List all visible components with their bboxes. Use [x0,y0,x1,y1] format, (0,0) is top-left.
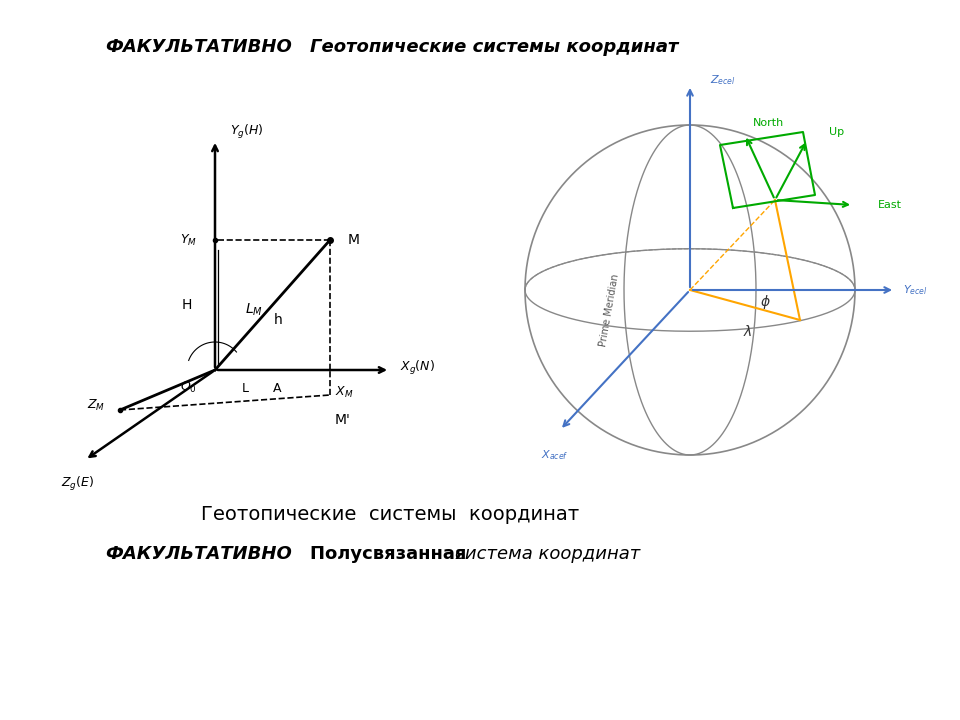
Text: Полусвязанная: Полусвязанная [310,545,472,563]
Text: $X_{acef}$: $X_{acef}$ [541,448,569,462]
Text: $\phi$: $\phi$ [759,293,770,311]
Text: L: L [242,382,249,395]
Text: $L_M$: $L_M$ [245,302,263,318]
Text: h: h [274,313,283,327]
Text: H: H [181,298,192,312]
Text: $Z_{ecel}$: $Z_{ecel}$ [710,73,736,87]
Text: M: M [348,233,360,247]
Text: $\lambda$: $\lambda$ [743,325,753,340]
Text: Геотопические системы координат: Геотопические системы координат [310,38,679,56]
Text: Up: Up [829,127,844,137]
Text: $O_0$: $O_0$ [180,380,197,395]
Text: A: A [273,382,281,395]
Text: ФАКУЛЬТАТИВНО: ФАКУЛЬТАТИВНО [105,38,292,56]
Text: $Z_g(E)$: $Z_g(E)$ [61,475,95,493]
Text: $X_M$: $X_M$ [335,385,353,400]
Text: $Y_{ecel}$: $Y_{ecel}$ [903,283,927,297]
Text: $Y_g(H)$: $Y_g(H)$ [230,123,264,141]
Text: North: North [753,118,784,128]
Text: Prime Meridian: Prime Meridian [598,273,620,347]
Text: ФАКУЛЬТАТИВНО: ФАКУЛЬТАТИВНО [105,545,292,563]
Text: $Z_M$: $Z_M$ [86,397,105,413]
Text: $X_g(N)$: $X_g(N)$ [400,359,435,377]
Text: M': M' [335,413,350,427]
Text: система координат: система координат [455,545,640,563]
Text: Геотопические  системы  координат: Геотопические системы координат [201,505,579,524]
Text: $Y_M$: $Y_M$ [180,233,197,248]
Text: East: East [878,200,902,210]
